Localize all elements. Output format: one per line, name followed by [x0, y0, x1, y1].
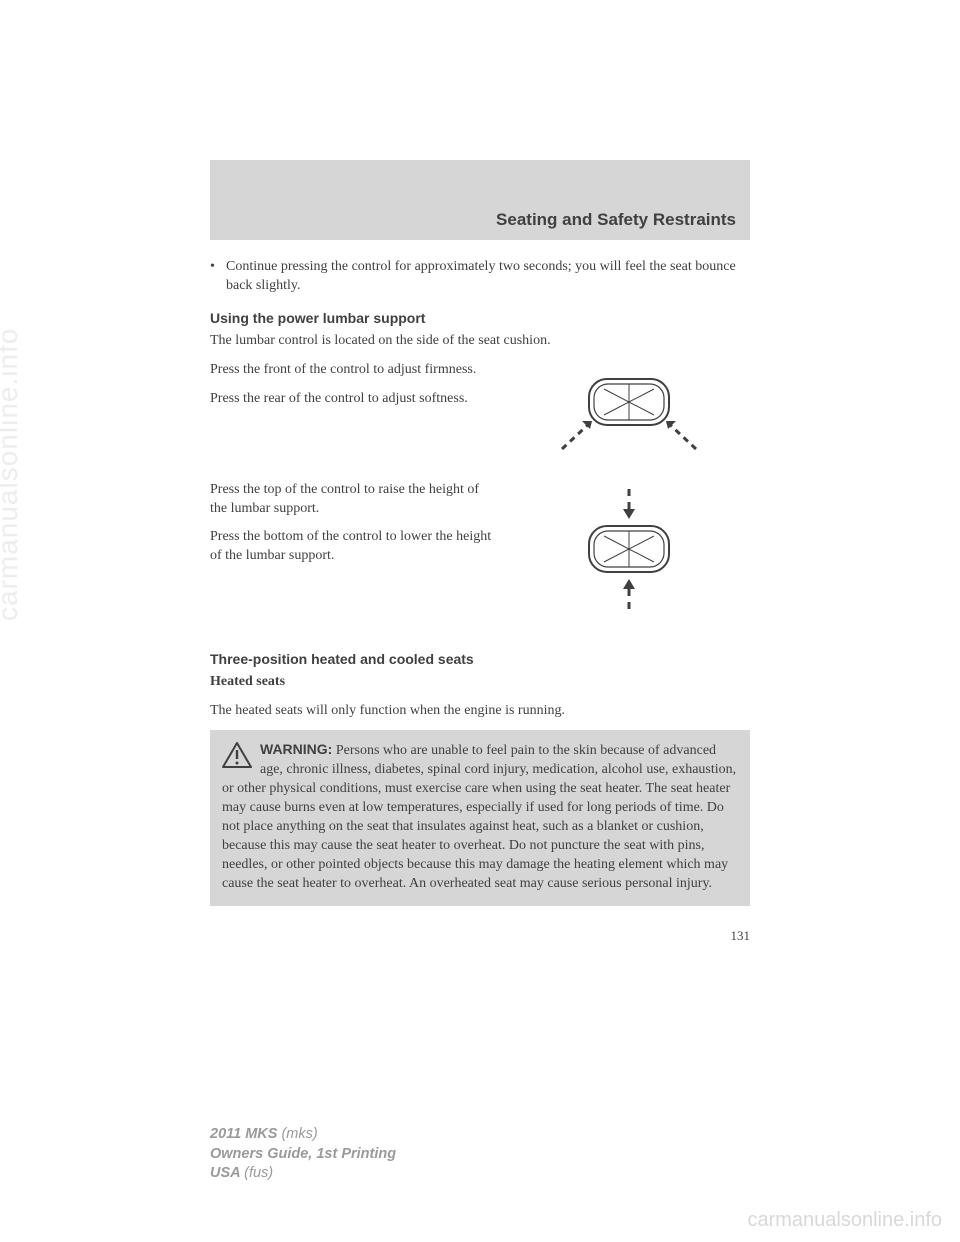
- footer-block: 2011 MKS (mks) Owners Guide, 1st Printin…: [210, 1125, 396, 1184]
- warning-text: Persons who are unable to feel pain to t…: [222, 743, 736, 890]
- lumbar-vertical-diagram: [559, 481, 699, 631]
- footer-line-2: Owners Guide, 1st Printing: [210, 1145, 396, 1165]
- lumbar-firmness-block: Press the front of the control to adjust…: [210, 361, 750, 461]
- lumbar-height-block: Press the top of the control to raise th…: [210, 481, 750, 631]
- warning-triangle-icon: [222, 742, 252, 768]
- section-header: Seating and Safety Restraints: [210, 160, 750, 240]
- watermark-side: carmanualsonline.info: [0, 328, 24, 621]
- watermark-bottom: carmanualsonline.info: [747, 1209, 942, 1232]
- bullet-item: • Continue pressing the control for appr…: [210, 258, 750, 296]
- heated-intro: The heated seats will only function when…: [210, 702, 750, 721]
- page-content: Seating and Safety Restraints • Continue…: [210, 160, 750, 944]
- heated-heading: Three-position heated and cooled seats: [210, 651, 750, 667]
- lumbar-bottom-text: Press the bottom of the control to lower…: [210, 528, 497, 566]
- bullet-text: Continue pressing the control for approx…: [226, 258, 750, 296]
- lumbar-front-text: Press the front of the control to adjust…: [210, 361, 497, 380]
- lumbar-intro: The lumbar control is located on the sid…: [210, 332, 750, 351]
- lumbar-top-text: Press the top of the control to raise th…: [210, 481, 497, 519]
- lumbar-rear-text: Press the rear of the control to adjust …: [210, 390, 497, 409]
- section-title: Seating and Safety Restraints: [496, 210, 736, 230]
- bullet-marker: •: [210, 258, 226, 296]
- footer-line-1: 2011 MKS (mks): [210, 1125, 396, 1145]
- page-number: 131: [210, 928, 750, 944]
- heated-sub: Heated seats: [210, 673, 750, 692]
- warning-box: WARNING: Persons who are unable to feel …: [210, 730, 750, 905]
- warning-label: WARNING:: [260, 741, 332, 757]
- lumbar-heading: Using the power lumbar support: [210, 310, 750, 326]
- lumbar-horizontal-diagram: [534, 361, 724, 461]
- footer-line-3: USA (fus): [210, 1164, 396, 1184]
